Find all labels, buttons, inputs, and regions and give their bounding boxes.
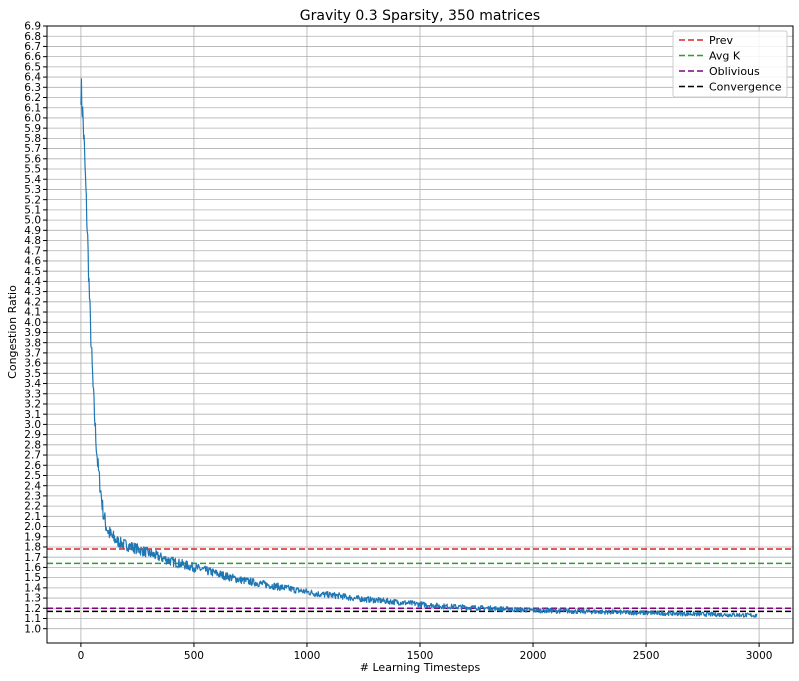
- legend: Prev Avg K Oblivious Convergence: [672, 30, 788, 98]
- y-tick-label: 3.0: [24, 419, 41, 431]
- y-tick-label: 1.8: [24, 542, 41, 554]
- x-tick-label: 1500: [407, 650, 434, 662]
- y-tick-label: 3.7: [24, 347, 41, 359]
- chart-title: Gravity 0.3 Sparsity, 350 matrices: [300, 8, 540, 24]
- y-tick-label: 4.8: [24, 235, 41, 247]
- y-tick-label: 3.1: [24, 409, 41, 421]
- y-tick-label: 3.3: [24, 388, 41, 400]
- y-tick-label: 2.2: [24, 501, 41, 513]
- y-tick-label: 4.6: [24, 256, 41, 268]
- y-tick-label: 4.4: [24, 276, 41, 288]
- y-tick-label: 1.7: [24, 552, 41, 564]
- y-tick-label: 6.9: [24, 21, 41, 33]
- legend-box: [672, 30, 788, 98]
- y-tick-label: 1.0: [24, 623, 41, 635]
- y-tick-label: 4.2: [24, 296, 41, 308]
- y-tick-label: 6.5: [24, 61, 41, 73]
- y-tick-label: 5.0: [24, 215, 41, 227]
- y-tick-label: 2.4: [24, 480, 41, 492]
- grid: [47, 25, 793, 643]
- series-line: [80, 78, 758, 618]
- x-tick-label: 2000: [520, 650, 547, 662]
- y-tick-label: 5.3: [24, 184, 41, 196]
- y-tick-label: 3.9: [24, 327, 41, 339]
- legend-label: Prev: [709, 34, 733, 47]
- y-tick-label: 2.1: [24, 511, 41, 523]
- y-tick-label: 1.2: [24, 603, 41, 615]
- y-tick-label: 3.8: [24, 337, 41, 349]
- y-axis-label: Congestion Ratio: [6, 285, 19, 379]
- y-tick-label: 2.9: [24, 429, 41, 441]
- x-tick-label: 3000: [746, 650, 773, 662]
- y-tick-label: 6.3: [24, 82, 41, 94]
- y-tick-label: 2.5: [24, 470, 41, 482]
- y-tick-label: 2.3: [24, 491, 41, 503]
- y-tick-label: 5.4: [24, 174, 41, 186]
- y-tick-label: 5.6: [24, 153, 41, 165]
- y-tick-label: 3.4: [24, 378, 41, 390]
- y-tick-label: 2.7: [24, 450, 41, 462]
- y-tick-label: 1.3: [24, 593, 41, 605]
- y-tick-label: 6.6: [24, 51, 41, 63]
- y-tick-label: 4.0: [24, 317, 41, 329]
- y-tick-label: 1.5: [24, 572, 41, 584]
- y-tick-label: 1.9: [24, 531, 41, 543]
- y-tick-label: 3.5: [24, 368, 41, 380]
- y-tick-label: 6.4: [24, 72, 41, 84]
- y-tick-label: 6.2: [24, 92, 41, 104]
- series-layer: [80, 78, 758, 618]
- y-tick-label: 4.7: [24, 245, 41, 257]
- y-tick-label: 4.1: [24, 307, 41, 319]
- y-tick-label: 1.6: [24, 562, 41, 574]
- y-tick-label: 5.7: [24, 143, 41, 155]
- y-tick-label: 1.4: [24, 582, 41, 594]
- x-tick-label: 0: [78, 650, 85, 662]
- y-tick-label: 5.9: [24, 123, 41, 135]
- x-axis: 0 500 1000 1500 2000 2500 3000: [78, 643, 773, 662]
- y-tick-label: 4.5: [24, 266, 41, 278]
- y-tick-label: 5.2: [24, 194, 41, 206]
- x-tick-label: 2500: [633, 650, 660, 662]
- y-tick-label: 5.1: [24, 204, 41, 216]
- legend-label: Convergence: [709, 81, 782, 94]
- y-tick-label: 6.7: [24, 41, 41, 53]
- legend-label: Oblivious: [709, 65, 760, 78]
- x-axis-label: # Learning Timesteps: [360, 661, 481, 674]
- y-axis: 1.01.11.21.31.41.51.61.71.81.92.02.12.22…: [24, 21, 47, 635]
- y-tick-label: 2.6: [24, 460, 41, 472]
- y-tick-label: 2.8: [24, 439, 41, 451]
- y-tick-label: 2.0: [24, 521, 41, 533]
- y-tick-label: 6.1: [24, 102, 41, 114]
- y-tick-label: 3.6: [24, 358, 41, 370]
- y-tick-label: 6.0: [24, 113, 41, 125]
- x-tick-label: 500: [184, 650, 204, 662]
- x-tick-label: 1000: [294, 650, 321, 662]
- y-tick-label: 1.1: [24, 613, 41, 625]
- legend-label: Avg K: [709, 50, 741, 63]
- y-tick-label: 5.8: [24, 133, 41, 145]
- y-tick-label: 5.5: [24, 164, 41, 176]
- y-tick-label: 3.2: [24, 399, 41, 411]
- y-tick-label: 4.3: [24, 286, 41, 298]
- y-tick-label: 4.9: [24, 225, 41, 237]
- y-tick-label: 6.8: [24, 31, 41, 43]
